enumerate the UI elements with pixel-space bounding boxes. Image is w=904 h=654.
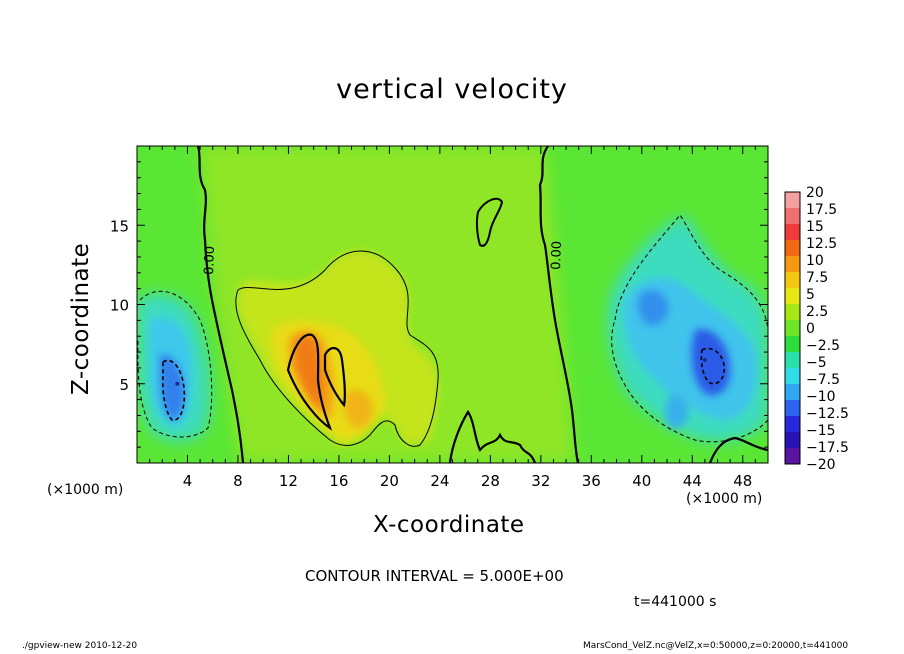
colorbar: 2017.51512.5107.552.50−2.5−5−7.5−10−12.5… (784, 185, 849, 473)
colorbar-label: 2.5 (806, 304, 828, 320)
colorbar-label: 12.5 (806, 236, 837, 252)
x-tick-label: 4 (183, 472, 193, 490)
zero-contour-bottom-right (708, 436, 768, 463)
downdraft-left-core (162, 359, 186, 421)
colorbar-label: 10 (806, 253, 824, 269)
colorbar-swatch (785, 224, 800, 241)
y-tick-label: 15 (110, 217, 129, 235)
x-tick-label: 8 (233, 472, 243, 490)
colorbar-swatch (785, 336, 800, 353)
colorbar-label: −17.5 (806, 440, 849, 456)
colorbar-label: 0 (806, 321, 815, 337)
contour-label-mid: 0.00 (549, 241, 565, 270)
downdraft-right-contour (611, 214, 768, 443)
colorbar-swatch (785, 208, 800, 225)
x-tick-label: 28 (481, 472, 500, 490)
field-updraft-second (343, 389, 373, 429)
x-tick-label: 44 (683, 472, 702, 490)
colorbar-label: 7.5 (806, 270, 828, 286)
colorbar-label: −2.5 (806, 338, 840, 354)
x-axis: 4 8 12 16 20 24 28 32 36 40 44 48 (149, 146, 756, 490)
colorbar-swatch (785, 256, 800, 273)
field-updraft-core (296, 336, 323, 410)
x-tick-label: 32 (531, 472, 550, 490)
x-tick-label: 16 (329, 472, 348, 490)
x-tick-label: 24 (430, 472, 449, 490)
colorbar-label: 20 (806, 185, 824, 201)
feature-downdraft (702, 357, 707, 362)
colorbar-label: −12.5 (806, 406, 849, 422)
colorbar-swatch (785, 320, 800, 337)
updraft-inner-contour-1 (286, 333, 333, 431)
colorbar-frame (784, 191, 801, 465)
footer-left: ./gpview-new 2010-12-20 (22, 641, 138, 651)
colorbar-swatch (785, 448, 800, 465)
colorbar-swatch (785, 272, 800, 289)
x-unit-left: (×1000 m) (47, 482, 124, 498)
colorbar-label: 17.5 (806, 202, 837, 218)
colorbar-swatch (785, 352, 800, 369)
colorbar-swatch (785, 288, 800, 305)
x-tick-label: 36 (582, 472, 601, 490)
field-right-blue (638, 289, 669, 326)
footer-right: MarsCond_VelZ.nc@VelZ,x=0:50000,z=0:2000… (583, 641, 849, 651)
colorbar-label: 5 (806, 287, 815, 303)
downdraft-left-contour (137, 290, 213, 438)
colorbar-swatch (785, 192, 800, 209)
zero-contour-bottom (448, 410, 537, 463)
colorbar-label: −7.5 (806, 372, 840, 388)
y-tick-label: 5 (119, 376, 129, 394)
colorbar-label: −15 (806, 423, 836, 439)
colorbar-swatch (785, 432, 800, 449)
colorbar-swatch (785, 384, 800, 401)
x-tick-label: 12 (279, 472, 298, 490)
colorbar-label: −5 (806, 355, 827, 371)
updraft-inner-contour-2 (323, 347, 346, 408)
colorbar-swatch (785, 368, 800, 385)
feature-downdraft (175, 381, 180, 386)
x-tick-label: 20 (380, 472, 399, 490)
chart-title: vertical velocity (336, 74, 568, 105)
contour-label-left: 0.00 (202, 246, 218, 275)
field-left-blue (160, 354, 185, 420)
field-right-bottom (665, 394, 689, 429)
y-axis-label: Z-coordinate (68, 242, 94, 395)
x-tick-label: 40 (632, 472, 651, 490)
field-right-darkblue (691, 329, 731, 396)
x-unit-right: (×1000 m) (686, 491, 763, 507)
colorbar-swatch (785, 400, 800, 417)
plot-area: 0.00 0.00 (136, 145, 769, 464)
colorbar-swatch (785, 304, 800, 321)
zero-contour-upper (475, 197, 504, 247)
contour-interval: CONTOUR INTERVAL = 5.000E+00 (305, 567, 564, 585)
y-axis: 5 10 15 (110, 161, 768, 448)
updraft-outer-contour (235, 250, 439, 447)
zero-contour-left (196, 146, 245, 463)
colorbar-label: 15 (806, 219, 824, 235)
colorbar-swatch (785, 416, 800, 433)
zero-contour-mid (538, 146, 580, 463)
colorbar-swatch (785, 240, 800, 257)
y-tick-label: 10 (110, 297, 129, 315)
time-label: t=441000 s (634, 594, 717, 610)
x-axis-label: X-coordinate (373, 512, 525, 538)
x-tick-label: 48 (733, 472, 752, 490)
colorbar-label: −10 (806, 389, 836, 405)
colorbar-label: −20 (806, 457, 836, 473)
